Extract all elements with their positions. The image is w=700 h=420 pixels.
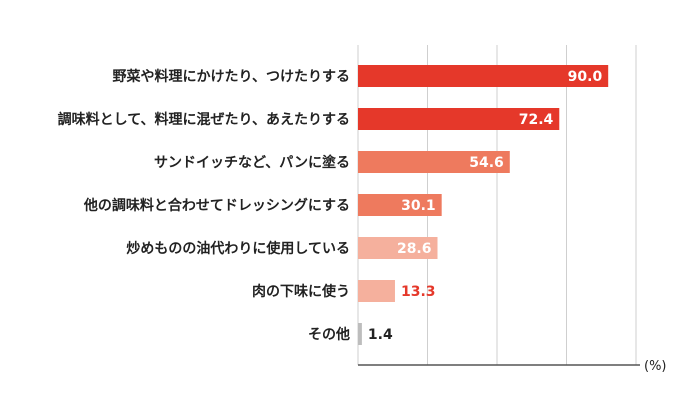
bar [358,323,362,345]
unit-label: (%) [644,359,667,374]
category-label: サンドイッチなど、パンに塗る [154,154,350,171]
value-label: 1.4 [368,327,393,343]
value-label: 30.1 [401,198,436,214]
value-label: 54.6 [469,155,504,171]
bars [358,65,609,345]
category-labels: 野菜や料理にかけたり、つけたりする調味料として、料理に混ぜたり、あえたりするサン… [58,68,350,343]
value-label: 28.6 [397,241,432,257]
bar [358,237,438,259]
category-label: 野菜や料理にかけたり、つけたりする [113,68,350,85]
gridlines [357,45,637,365]
category-label: 肉の下味に使う [252,283,350,300]
category-label: 調味料として、料理に混ぜたり、あえたりする [58,111,350,128]
category-label: その他 [308,326,350,343]
bar [358,108,560,130]
category-label: 他の調味料と合わせてドレッシングにする [83,197,350,214]
value-labels: 90.0 72.4 54.6 30.1 28.6 13.3 1.4 [368,69,603,343]
bar [358,280,395,302]
value-label: 13.3 [401,284,436,300]
bar [358,194,442,216]
category-label: 炒めものの油代わりに使用している [126,240,350,257]
bar [358,65,609,87]
value-label: 72.4 [519,112,554,128]
bar [358,151,510,173]
value-label: 90.0 [568,69,603,85]
